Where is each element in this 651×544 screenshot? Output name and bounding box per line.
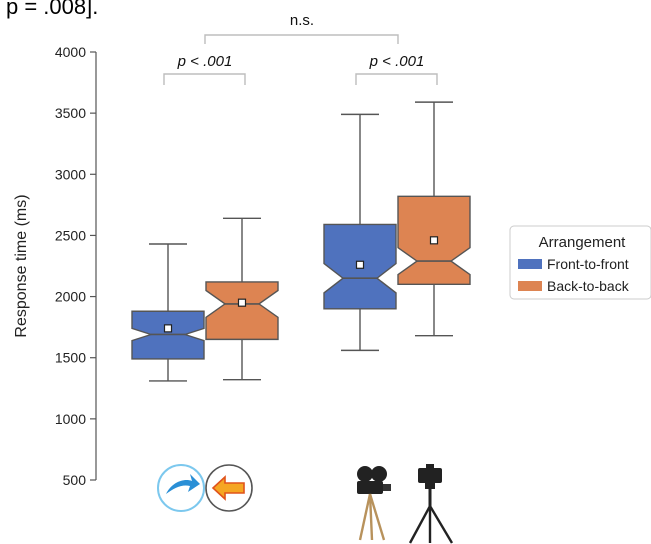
y-ticks: 500 1000 1500 2000 2500 3000 3500 4000 <box>55 44 96 488</box>
significance-brackets <box>163 34 438 85</box>
annotation-pair-2: p < .001 <box>369 53 425 70</box>
legend-label-back: Back-to-back <box>547 278 630 294</box>
annotation-pair-2-text: p < .001 <box>369 53 425 70</box>
tripod-camera-icon <box>408 464 454 544</box>
y-axis-label: Response time (ms) <box>13 194 30 337</box>
top-caption: p = .008]. <box>6 0 98 19</box>
annotation-pair-1: p < .001 <box>177 53 233 70</box>
boxes <box>131 101 471 382</box>
y-tick-label: 500 <box>63 472 87 488</box>
legend-swatch-front <box>518 259 542 269</box>
mean-marker <box>355 260 365 269</box>
y-tick-label: 4000 <box>55 44 86 60</box>
annotation-pair-1-text: p < .001 <box>177 53 233 70</box>
mean-marker <box>163 324 173 333</box>
y-tick-label: 3000 <box>55 166 86 182</box>
box-2-back <box>397 101 471 337</box>
mean-marker <box>237 298 247 307</box>
arrow-left-icon <box>205 464 253 512</box>
legend-frame <box>509 225 651 300</box>
annotation-between-groups: n.s. <box>290 12 314 29</box>
bracket-pair-2 <box>355 73 438 85</box>
y-tick-label: 2000 <box>55 289 86 305</box>
y-tick-label: 1500 <box>55 350 86 366</box>
arrow-right-icon <box>157 464 205 512</box>
movie-camera-icon <box>357 466 391 541</box>
box-2-front <box>323 113 397 352</box>
box-1-front <box>131 243 205 382</box>
legend-title: Arrangement <box>539 234 627 251</box>
legend-label-front: Front-to-front <box>547 256 629 272</box>
box-1-back <box>205 217 279 381</box>
legend: Arrangement Front-to-front Back-to-back <box>509 225 651 300</box>
mean-marker <box>429 236 439 245</box>
y-tick-label: 1000 <box>55 411 86 427</box>
bracket-between-groups <box>204 34 399 44</box>
legend-swatch-back <box>518 281 542 291</box>
y-tick-label: 2500 <box>55 227 86 243</box>
box-body <box>205 281 279 341</box>
y-tick-label: 3500 <box>55 105 86 121</box>
bracket-pair-1 <box>163 73 246 85</box>
